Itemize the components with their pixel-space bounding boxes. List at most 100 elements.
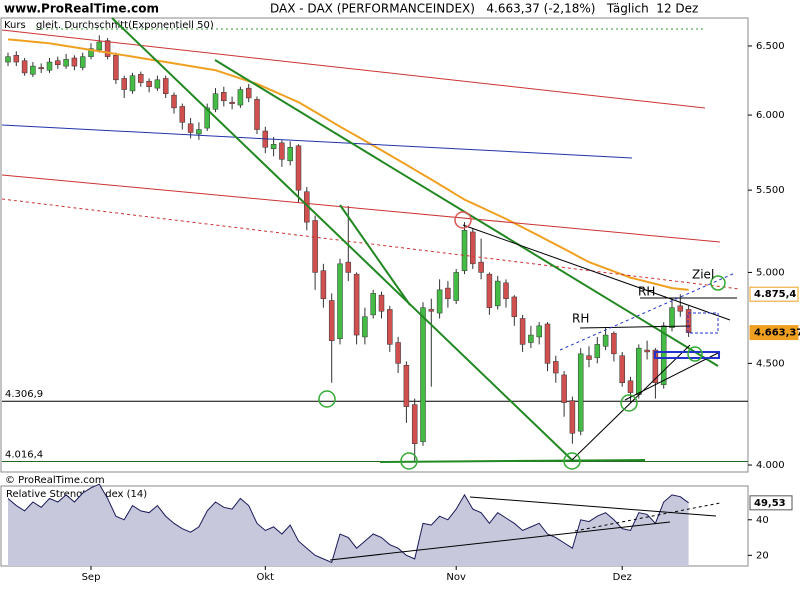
candle-body [55, 60, 61, 66]
annotation: RH [572, 312, 589, 326]
candle-body [395, 342, 401, 364]
y-tick-label: 5.000 [756, 267, 785, 278]
candle-body [436, 289, 443, 314]
y-tick-label: 4.000 [756, 460, 785, 471]
candle-body [669, 307, 675, 328]
rsi-area [8, 484, 689, 566]
candle-body [187, 123, 194, 133]
candle-body [561, 374, 567, 403]
rsi-value-label: 49,53 [754, 498, 786, 509]
x-tick-label: Dez [613, 572, 632, 583]
marker-circle [318, 390, 336, 408]
trend-line [1, 198, 741, 290]
candle-body [519, 318, 526, 345]
candle-body [113, 55, 119, 81]
candle-body [370, 293, 376, 316]
candle-body [146, 80, 152, 87]
candle-body [470, 231, 476, 265]
x-tick-label: Sep [82, 572, 101, 583]
candle-body [179, 106, 186, 123]
x-tick-label: Okt [257, 572, 275, 583]
rsi-y-tick-label: 20 [756, 550, 769, 561]
legend-entry: gleit. Durchschnitt(Exponentiell 50) [36, 20, 214, 31]
candle-body [511, 296, 518, 317]
candle-body [403, 365, 410, 407]
trend-line [1, 174, 721, 243]
candle-body [445, 287, 451, 299]
candle-body [79, 56, 86, 68]
ema-line [7, 38, 689, 291]
y-label: Kurs [4, 20, 26, 31]
trend-line [339, 204, 411, 306]
trend-line [559, 272, 736, 351]
marker-circle [400, 452, 418, 470]
candle-body [88, 48, 94, 57]
candle-body [13, 55, 20, 63]
candle-body [636, 347, 642, 395]
copyright: © ProRealTime.com [5, 475, 105, 486]
candle-body [154, 79, 161, 89]
candle-body [221, 92, 227, 102]
candle-body [171, 94, 177, 109]
candle-body [536, 325, 542, 338]
candle-body [345, 261, 352, 273]
trend-line [1, 29, 706, 109]
candle-body [461, 230, 468, 271]
candle-body [121, 78, 127, 90]
levels-layer: 4.306,9 4.016,4 [2, 389, 748, 462]
candle-body [420, 307, 426, 442]
candle-body [677, 305, 684, 312]
candle-body [586, 355, 592, 360]
rsi-trend-line [574, 502, 721, 532]
candle-body [569, 400, 576, 434]
candle-body [46, 61, 53, 71]
source: www.ProRealTime.com [4, 2, 159, 16]
candle-body [602, 334, 609, 347]
marker-circle [710, 275, 726, 291]
candle-body [328, 300, 335, 341]
candle-body [453, 272, 459, 301]
candle-body [486, 273, 493, 308]
candle-body [204, 107, 210, 129]
candle-body [411, 404, 418, 444]
candle-body [279, 142, 285, 160]
candle-body [312, 220, 318, 273]
candle-body [553, 361, 559, 374]
candle-body [337, 263, 343, 340]
rsi-line [7, 483, 689, 564]
candle-body [577, 353, 584, 432]
candle-body [644, 349, 650, 353]
candle-body [254, 99, 260, 130]
price-label-box [749, 286, 799, 302]
x-tick-label: Nov [446, 572, 466, 583]
candle-body [63, 59, 69, 67]
candle-body [287, 147, 293, 162]
candle-body [353, 273, 360, 336]
zone-box [654, 351, 720, 359]
candle-body [30, 65, 36, 75]
level-label: 4.306,9 [5, 389, 43, 400]
candle-body [320, 270, 327, 299]
chart-title: DAX - DAX (PERFORMANCEINDEX) 4.663,37 (-… [270, 2, 698, 16]
trend-line [579, 325, 691, 329]
trend-line [624, 351, 721, 401]
candle-body [660, 325, 667, 385]
candle-body [245, 87, 252, 99]
candle-body [428, 309, 435, 312]
candle-body [138, 74, 144, 83]
rsi-title: Relative Strength Index (14) [6, 489, 147, 500]
annotation: RH [638, 285, 655, 299]
price-label: 4.875,4 [754, 289, 796, 300]
candle-body [619, 355, 625, 384]
trend-line [571, 344, 691, 461]
candle-body [685, 309, 692, 333]
candle-body [237, 89, 244, 106]
candle-body [652, 349, 659, 384]
rsi-trend-line [469, 496, 717, 517]
candle-body [503, 282, 509, 299]
candle-body [627, 380, 634, 393]
y-tick-label: 6.000 [756, 110, 785, 121]
candle-body [96, 41, 103, 51]
y-tick-label: 5.500 [756, 185, 785, 196]
